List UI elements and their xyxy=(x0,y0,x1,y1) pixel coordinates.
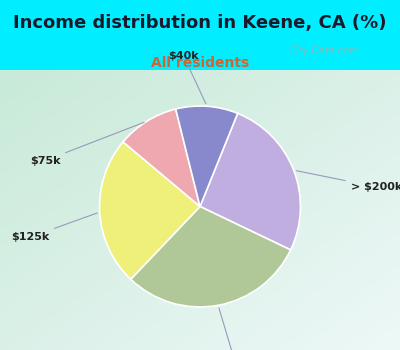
Text: $75k: $75k xyxy=(30,122,144,166)
Text: City-Data.com: City-Data.com xyxy=(290,47,359,56)
Text: Income distribution in Keene, CA (%): Income distribution in Keene, CA (%) xyxy=(13,14,387,32)
Wedge shape xyxy=(176,106,238,206)
Wedge shape xyxy=(200,113,300,250)
Text: All residents: All residents xyxy=(151,56,249,70)
Wedge shape xyxy=(131,206,291,307)
Text: > $200k: > $200k xyxy=(296,171,400,192)
Text: $40k: $40k xyxy=(168,51,206,104)
Text: $60k: $60k xyxy=(219,308,250,350)
Text: $125k: $125k xyxy=(11,213,97,242)
Wedge shape xyxy=(100,142,200,279)
Wedge shape xyxy=(123,109,200,206)
